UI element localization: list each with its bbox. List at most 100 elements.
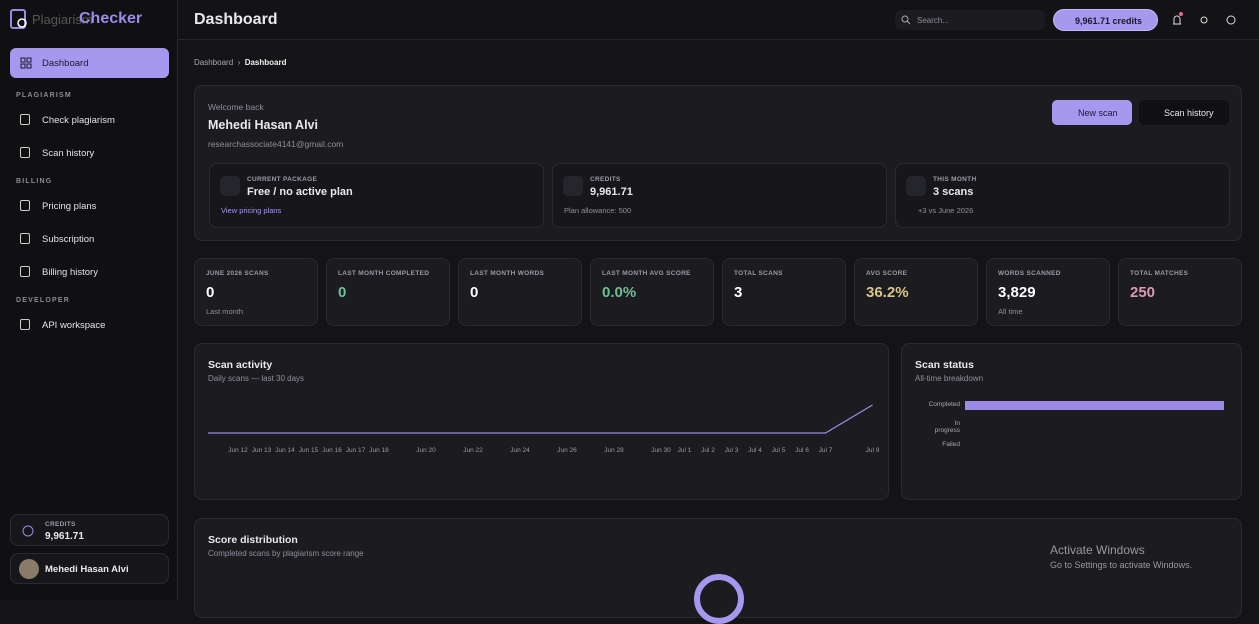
nav-label: Pricing plans: [42, 201, 97, 212]
info-label: CREDITS: [590, 176, 621, 183]
stat-card: LAST MONTH AVG SCORE 0.0%: [590, 258, 714, 326]
nav-label: Dashboard: [42, 58, 89, 69]
x-tick-label: Jun 30: [651, 447, 671, 454]
icon: [20, 319, 30, 330]
stat-value: 0.0%: [602, 284, 637, 301]
stat-label: LAST MONTH AVG SCORE: [602, 270, 691, 277]
stat-label: WORDS SCANNED: [998, 270, 1061, 277]
stat-value: 0: [206, 284, 215, 301]
chart-subtitle: Daily scans — last 30 days: [208, 374, 305, 383]
header-icons: [1173, 12, 1236, 25]
info-card: CREDITS 9,961.71 Plan allowance: 500: [552, 163, 887, 228]
icon: [20, 147, 30, 158]
x-tick-label: Jul 6: [795, 447, 809, 454]
stat-value: 3,829: [998, 284, 1036, 301]
bar-label: Completed: [928, 401, 960, 408]
scan-history-button[interactable]: Scan history: [1139, 100, 1229, 125]
welcome-card: Welcome back Mehedi Hasan Alvi researcha…: [194, 85, 1242, 241]
info-value: 3 scans: [933, 186, 974, 198]
nav-item[interactable]: API workspace: [10, 312, 169, 338]
bar-label: In progress: [934, 420, 960, 434]
nav-section: DEVELOPER: [16, 297, 70, 304]
credits-pill-text: 9,961.71 credits: [1075, 16, 1143, 26]
x-tick-label: Jun 17: [346, 447, 366, 454]
chart-title: Score distribution: [208, 534, 298, 546]
topbar: Dashboard Search... 9,961.71 credits: [178, 0, 1259, 40]
nav-label: Check plagiarism: [42, 115, 115, 126]
page-title: Dashboard: [194, 11, 278, 28]
search[interactable]: Search...: [895, 10, 1045, 30]
stat-card: LAST MONTH WORDS 0: [458, 258, 582, 326]
x-tick-label: Jul 2: [701, 447, 715, 454]
x-tick-label: Jul 7: [819, 447, 833, 454]
x-tick-label: Jun 28: [604, 447, 624, 454]
nav-label: Scan history: [42, 148, 95, 159]
bar-label: Failed: [942, 441, 960, 448]
x-tick-label: Jul 5: [772, 447, 786, 454]
stat-value: 0: [470, 284, 479, 301]
icon: [20, 233, 30, 244]
info-note[interactable]: View pricing plans: [221, 206, 282, 215]
info-note: +3 vs June 2026: [918, 206, 974, 215]
bar: [965, 401, 1224, 410]
icon: [906, 176, 926, 196]
status-card: Scan status All-time breakdown Completed…: [901, 343, 1242, 500]
x-tick-label: Jul 1: [678, 447, 692, 454]
x-tick-label: Jun 16: [322, 447, 342, 454]
nav-active[interactable]: Dashboard: [10, 48, 169, 78]
greeting: Welcome back: [208, 102, 264, 112]
icon: [563, 176, 583, 196]
nav-item[interactable]: Scan history: [10, 140, 169, 166]
email: researchassociate4141@gmail.com: [208, 139, 344, 149]
stat-card: TOTAL MATCHES 250: [1118, 258, 1242, 326]
brand-accent: Checker: [79, 10, 143, 27]
nav-item[interactable]: Check plagiarism: [10, 107, 169, 133]
stat-card: TOTAL SCANS 3: [722, 258, 846, 326]
watermark-title: Activate Windows: [1050, 543, 1145, 557]
x-tick-label: Jun 18: [369, 447, 389, 454]
chart-subtitle: Completed scans by plagiarism score rang…: [208, 549, 364, 558]
search-placeholder: Search...: [917, 16, 950, 25]
x-tick-label: Jun 22: [463, 447, 483, 454]
stat-value: 250: [1130, 284, 1156, 301]
credits-pill[interactable]: 9,961.71 credits: [1053, 9, 1158, 31]
stat-card: AVG SCORE 36.2%: [854, 258, 978, 326]
stat-value: 3: [734, 284, 743, 301]
user-box[interactable]: Mehedi Hasan Alvi: [10, 553, 169, 584]
donut: [694, 574, 744, 624]
crumb[interactable]: Dashboard: [194, 58, 234, 67]
stat-label: TOTAL MATCHES: [1130, 270, 1189, 277]
logo-icon: [10, 9, 27, 29]
chart-title: Scan activity: [208, 359, 273, 371]
chart-title: Scan status: [915, 359, 974, 371]
user-name: Mehedi Hasan Alvi: [45, 564, 129, 575]
stat-note: All time: [998, 307, 1023, 316]
x-tick-label: Jun 15: [299, 447, 319, 454]
nav-item[interactable]: Subscription: [10, 226, 169, 252]
stat-label: LAST MONTH COMPLETED: [338, 270, 430, 277]
info-label: CURRENT PACKAGE: [247, 176, 318, 183]
nav-item[interactable]: Billing history: [10, 259, 169, 285]
stat-value: 36.2%: [866, 284, 909, 301]
stat-card: LAST MONTH COMPLETED 0: [326, 258, 450, 326]
info-value: 9,961.71: [590, 186, 633, 198]
line: [208, 404, 873, 434]
stat-card: JUNE 2026 SCANS 0 Last month: [194, 258, 318, 326]
x-tick-label: Jun 14: [275, 447, 295, 454]
stat-label: LAST MONTH WORDS: [470, 270, 545, 277]
nav-section: BILLING: [16, 178, 53, 185]
x-tick-label: Jun 20: [416, 447, 436, 454]
sidebar: Plagiarism Checker Dashboard PLAGIARISM C…: [0, 0, 178, 600]
x-tick-label: Jun 12: [228, 447, 248, 454]
icon: [22, 525, 34, 537]
icon: [901, 15, 911, 25]
icon: [20, 200, 30, 211]
nav-label: API workspace: [42, 320, 106, 331]
line-chart: Jun 12 Jun 13 Jun 14 Jun 15 Jun 16 Jun 17 Jun …: [208, 404, 880, 454]
activity-card: Scan activity Daily scans — last 30 days…: [194, 343, 889, 500]
new-scan-button[interactable]: New scan: [1052, 100, 1132, 125]
nav-item[interactable]: Pricing plans: [10, 193, 169, 219]
breadcrumb: Dashboard › Dashboard: [194, 58, 287, 67]
credits-label: CREDITS: [45, 521, 76, 528]
user-name: Mehedi Hasan Alvi: [208, 118, 318, 132]
